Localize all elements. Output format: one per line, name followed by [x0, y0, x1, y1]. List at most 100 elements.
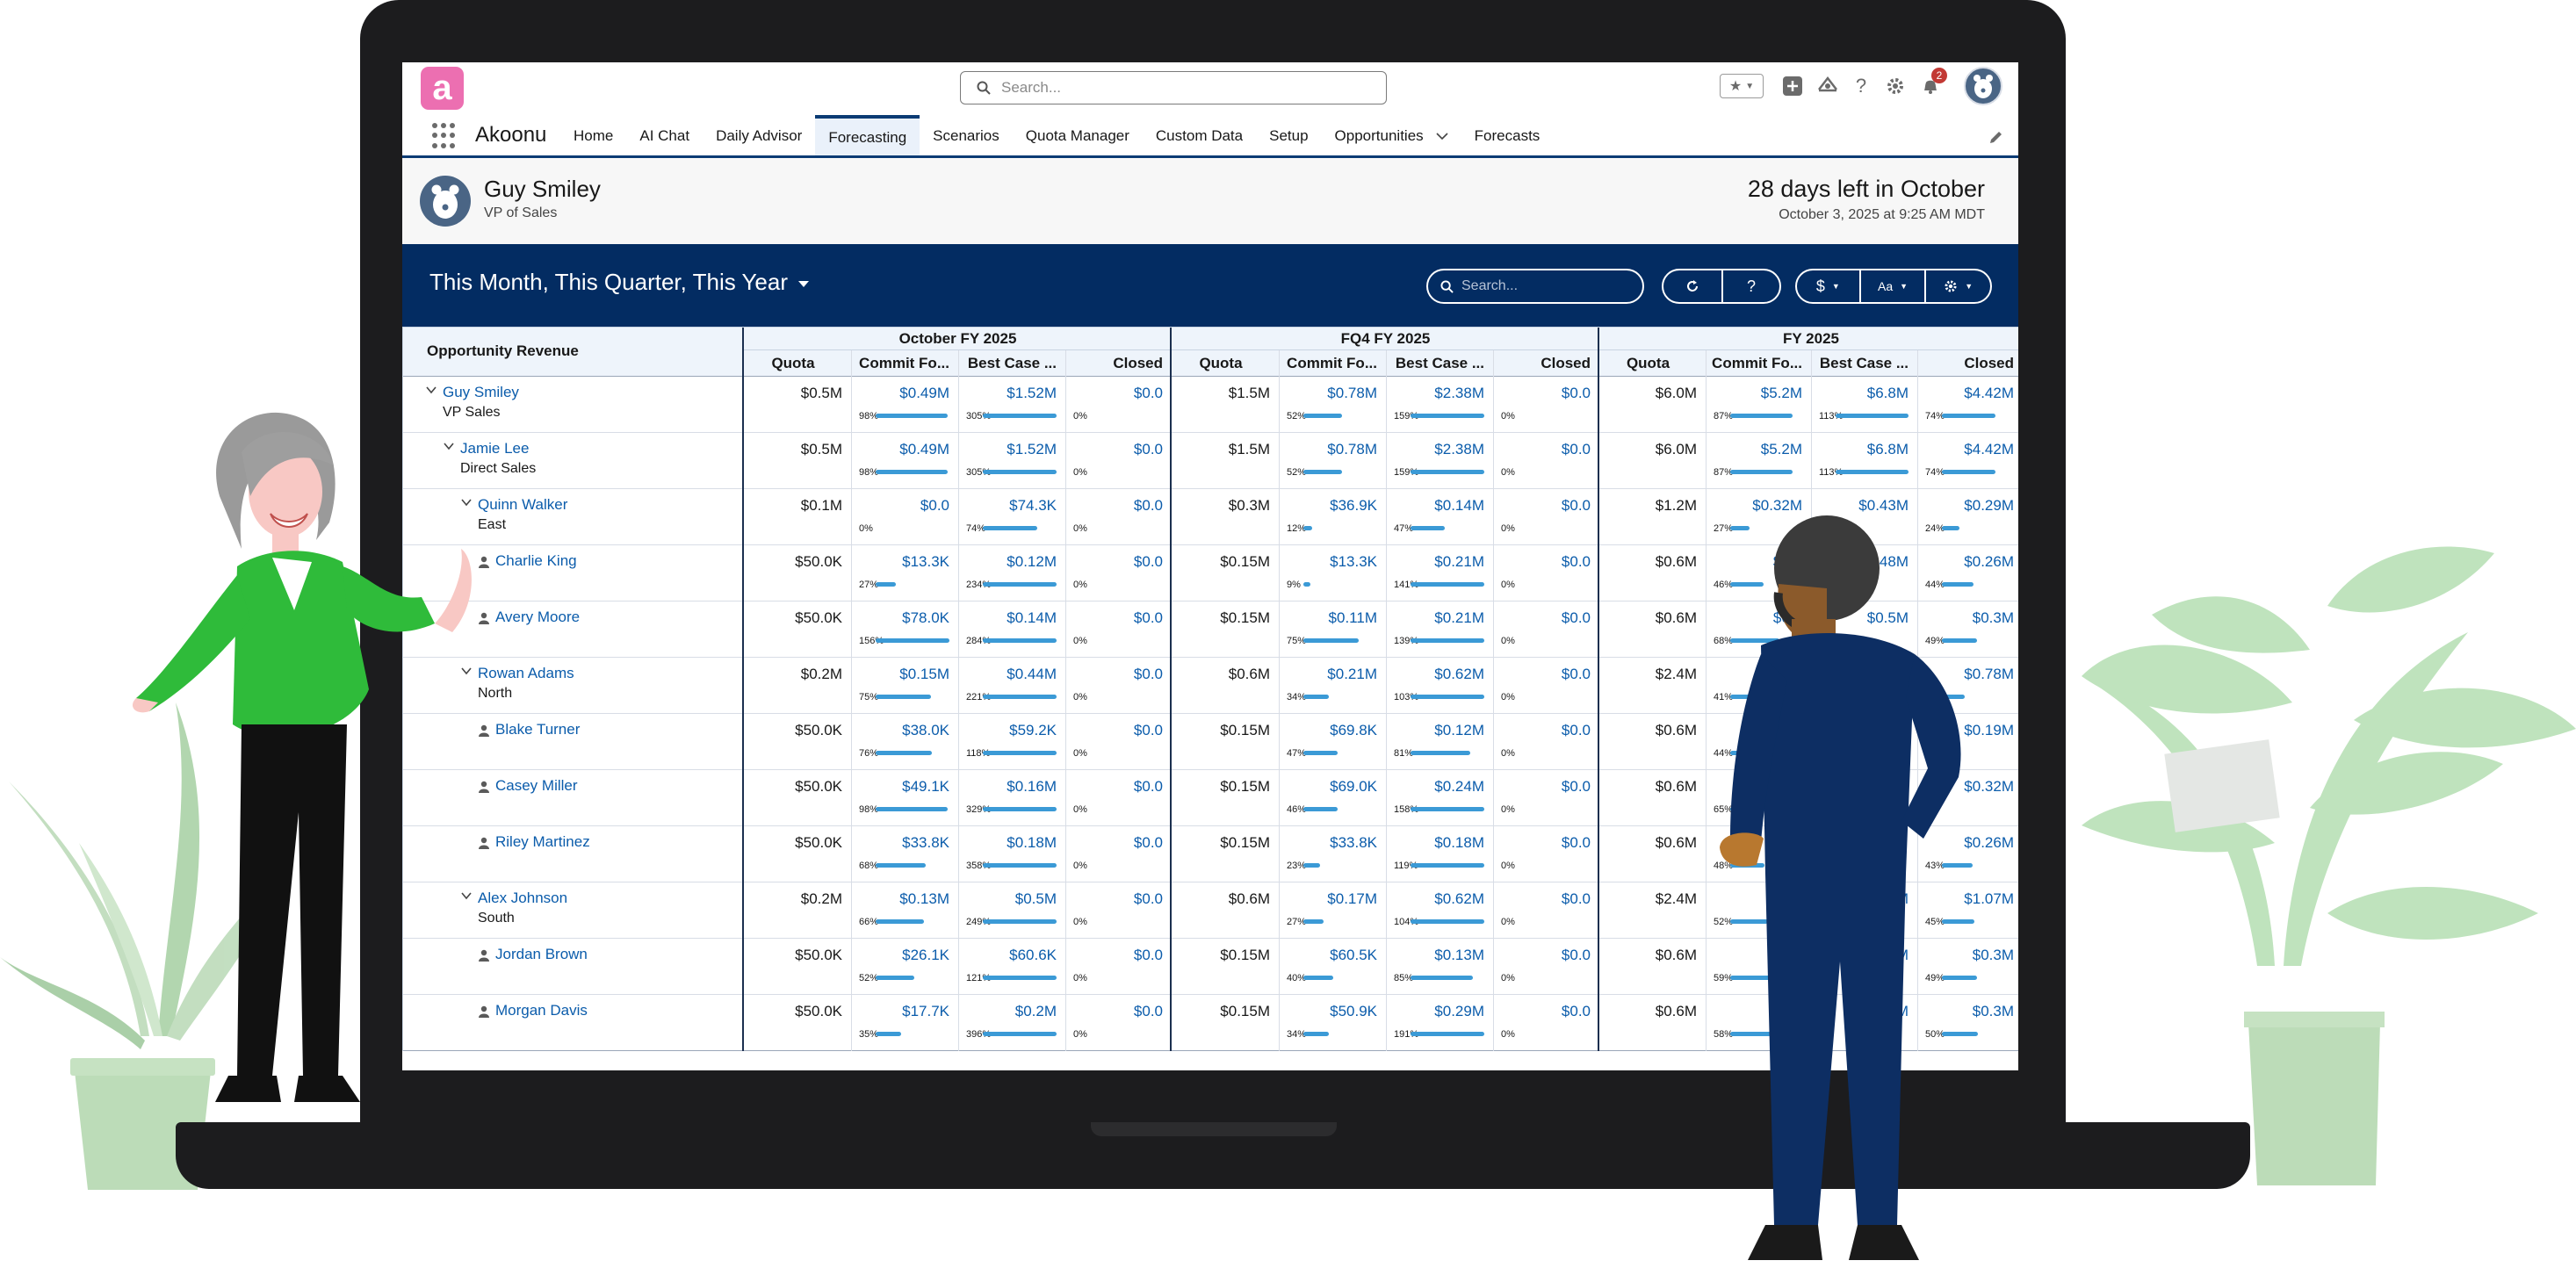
nav-item-home[interactable]: Home [574, 127, 614, 144]
october-closed-cell[interactable]: $0.0 0% [1065, 433, 1172, 489]
fq4-commit-cell[interactable]: $0.21M 34% [1279, 658, 1386, 714]
fq4-closed-cell[interactable]: $0.0 0% [1493, 658, 1599, 714]
october-best-cell[interactable]: $1.52M 305% [958, 433, 1065, 489]
column-header-best[interactable]: Best Case ... [967, 355, 1057, 371]
column-header-quota[interactable]: Quota [771, 355, 815, 371]
fq4-commit-cell[interactable]: $69.0K 46% [1279, 770, 1386, 826]
october-best-cell[interactable]: $74.3K 74% [958, 489, 1065, 545]
fq4-commit-cell[interactable]: $13.3K 9% [1279, 545, 1386, 601]
fy-best-cell[interactable]: $6.8M 113% [1811, 377, 1917, 433]
october-closed-cell[interactable]: $0.0 0% [1065, 882, 1172, 939]
october-commit-cell[interactable]: $78.0K 156% [851, 601, 958, 658]
chevron-down-icon[interactable] [460, 890, 473, 902]
fq4-closed-cell[interactable]: $0.0 0% [1493, 489, 1599, 545]
chevron-down-icon[interactable] [460, 496, 473, 508]
fq4-best-cell[interactable]: $0.21M 139% [1386, 601, 1493, 658]
column-header-quota[interactable]: Quota [1199, 355, 1243, 371]
edit-nav-pencil-icon[interactable] [1988, 129, 2004, 145]
notifications-button[interactable]: 2 [1920, 68, 1947, 97]
fy-best-cell[interactable]: 48M [1811, 545, 1917, 601]
fq4-best-cell[interactable]: $0.13M 85% [1386, 939, 1493, 995]
october-closed-cell[interactable]: $0.0 0% [1065, 714, 1172, 770]
october-closed-cell[interactable]: $0.0 0% [1065, 770, 1172, 826]
column-header-commit[interactable]: Commit Fo... [1287, 355, 1377, 371]
trailhead-button[interactable] [1816, 75, 1839, 97]
row-name-link[interactable]: Alex Johnson [478, 890, 568, 906]
fq4-best-cell[interactable]: $0.14M 47% [1386, 489, 1493, 545]
october-best-cell[interactable]: $59.2K 118% [958, 714, 1065, 770]
october-best-cell[interactable]: $0.5M 249% [958, 882, 1065, 939]
fq4-best-cell[interactable]: $2.38M 159% [1386, 433, 1493, 489]
october-best-cell[interactable]: $0.44M 221% [958, 658, 1065, 714]
row-name-link[interactable]: Casey Miller [495, 777, 578, 794]
nav-item-setup[interactable]: Setup [1269, 127, 1309, 144]
nav-item-forecasts[interactable]: Forecasts [1474, 127, 1541, 144]
fy-closed-cell[interactable]: $0.3M 49% [1917, 939, 2018, 995]
global-actions-button[interactable] [1781, 75, 1804, 97]
nav-item-scenarios[interactable]: Scenarios [933, 127, 999, 144]
fq4-closed-cell[interactable]: $0.0 0% [1493, 377, 1599, 433]
october-commit-cell[interactable]: $0.0 0% [851, 489, 958, 545]
fy-best-cell[interactable]: $6.8M 113% [1811, 433, 1917, 489]
fq4-closed-cell[interactable]: $0.0 0% [1493, 714, 1599, 770]
fq4-commit-cell[interactable]: $60.5K 40% [1279, 939, 1386, 995]
grid-settings-button[interactable]: ▼ [1924, 270, 1990, 302]
october-closed-cell[interactable]: $0.0 0% [1065, 377, 1172, 433]
fq4-commit-cell[interactable]: $0.78M 52% [1279, 377, 1386, 433]
fy-closed-cell[interactable]: $0.3M 50% [1917, 995, 2018, 1051]
row-name-link[interactable]: Avery Moore [495, 609, 581, 625]
column-header-closed[interactable]: Closed [1541, 355, 1591, 371]
row-name-link[interactable]: Rowan Adams [478, 665, 574, 681]
october-closed-cell[interactable]: $0.0 0% [1065, 601, 1172, 658]
october-commit-cell[interactable]: $13.3K 27% [851, 545, 958, 601]
nav-item-forecasting[interactable]: Forecasting [815, 115, 920, 157]
period-selector[interactable]: This Month, This Quarter, This Year [429, 269, 810, 296]
column-header-best[interactable]: Best Case ... [1395, 355, 1484, 371]
fy-closed-cell[interactable]: $0.26M 44% [1917, 545, 2018, 601]
october-commit-cell[interactable]: $26.1K 52% [851, 939, 958, 995]
global-search-input[interactable]: Search... [960, 71, 1387, 104]
text-size-menu-button[interactable]: Aa ▼ [1858, 270, 1925, 302]
october-best-cell[interactable]: $0.18M 358% [958, 826, 1065, 882]
row-name-link[interactable]: Blake Turner [495, 721, 581, 738]
october-best-cell[interactable]: $0.12M 234% [958, 545, 1065, 601]
october-commit-cell[interactable]: $0.15M 75% [851, 658, 958, 714]
fy-commit-cell[interactable]: 41% [1706, 658, 1811, 714]
row-name-link[interactable]: Riley Martinez [495, 833, 590, 850]
fq4-best-cell[interactable]: $0.29M 191% [1386, 995, 1493, 1051]
october-closed-cell[interactable]: $0.0 0% [1065, 939, 1172, 995]
fy-closed-cell[interactable]: $0.3M 49% [1917, 601, 2018, 658]
column-header-closed[interactable]: Closed [1964, 355, 2014, 371]
column-header-closed[interactable]: Closed [1113, 355, 1163, 371]
fy-commit-cell[interactable]: $5.2M 87% [1706, 433, 1811, 489]
fq4-closed-cell[interactable]: $0.0 0% [1493, 939, 1599, 995]
fq4-closed-cell[interactable]: $0.0 0% [1493, 433, 1599, 489]
fq4-commit-cell[interactable]: $0.78M 52% [1279, 433, 1386, 489]
fy-closed-cell[interactable]: $4.42M 74% [1917, 377, 2018, 433]
column-header-quota[interactable]: Quota [1626, 355, 1670, 371]
fq4-commit-cell[interactable]: $0.17M 27% [1279, 882, 1386, 939]
fq4-best-cell[interactable]: $0.21M 141% [1386, 545, 1493, 601]
row-name-link[interactable]: Guy Smiley [443, 384, 519, 400]
column-header-commit[interactable]: Commit Fo... [859, 355, 949, 371]
october-best-cell[interactable]: $60.6K 121% [958, 939, 1065, 995]
fy-commit-cell[interactable]: $0.32M 27% [1706, 489, 1811, 545]
fy-best-cell[interactable]: $0.43M [1811, 489, 1917, 545]
column-header-commit[interactable]: Commit Fo... [1712, 355, 1802, 371]
fq4-closed-cell[interactable]: $0.0 0% [1493, 995, 1599, 1051]
fy-best-cell[interactable]: $0.5M [1811, 601, 1917, 658]
october-closed-cell[interactable]: $0.0 0% [1065, 995, 1172, 1051]
fq4-closed-cell[interactable]: $0.0 0% [1493, 545, 1599, 601]
fq4-closed-cell[interactable]: $0.0 0% [1493, 770, 1599, 826]
akoonu-logo[interactable]: a [421, 67, 464, 110]
fq4-commit-cell[interactable]: $36.9K 12% [1279, 489, 1386, 545]
fq4-closed-cell[interactable]: $0.0 0% [1493, 882, 1599, 939]
fy-closed-cell[interactable]: $0.26M 43% [1917, 826, 2018, 882]
fq4-best-cell[interactable]: $0.12M 81% [1386, 714, 1493, 770]
row-name-link[interactable]: Jamie Lee [460, 440, 530, 457]
october-closed-cell[interactable]: $0.0 0% [1065, 658, 1172, 714]
fy-closed-cell[interactable]: $0.29M 24% [1917, 489, 2018, 545]
help-button[interactable]: ? [1851, 75, 1871, 97]
setup-button[interactable] [1885, 75, 1906, 97]
nav-item-quota-manager[interactable]: Quota Manager [1025, 127, 1129, 144]
